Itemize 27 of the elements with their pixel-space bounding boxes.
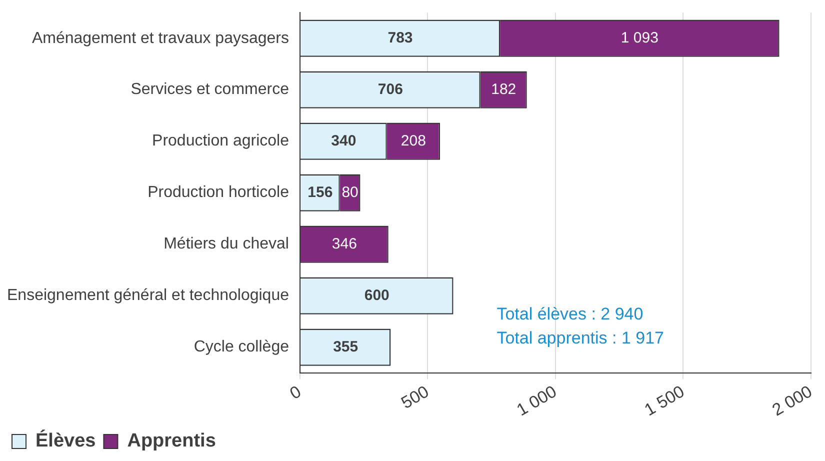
data-label: 600: [364, 286, 390, 304]
data-label: 182: [491, 80, 516, 98]
y-tick-label: Aménagement et travaux paysagers: [32, 30, 289, 47]
data-label: 783: [388, 29, 413, 46]
data-label: 1 093: [620, 29, 658, 46]
y-tick-label: Cycle collège: [194, 338, 290, 356]
data-label: 156: [308, 184, 333, 201]
x-tick-label: 1 500: [641, 382, 688, 420]
x-tick-label: 0: [286, 382, 304, 404]
legend-label: Élèves: [36, 430, 96, 452]
y-tick-label: Métiers du cheval: [164, 236, 289, 253]
data-label: 208: [400, 132, 426, 150]
y-tick-label: Production horticole: [148, 184, 290, 202]
data-label: 706: [378, 80, 403, 98]
data-label: 340: [331, 132, 356, 150]
x-tick-label: 2 000: [768, 382, 816, 420]
y-tick-label: Production agricole: [152, 132, 290, 150]
x-tick-label: 1 000: [513, 382, 560, 420]
y-tick-label: Services et commerce: [130, 81, 290, 98]
y-tick-label: Enseignement général et technologique: [7, 287, 290, 304]
data-label: 355: [333, 338, 358, 356]
data-label: 346: [332, 235, 357, 252]
annotation: Total élèves : 2 940: [496, 304, 644, 324]
annotation: Total apprentis : 1 917: [496, 328, 664, 348]
legend-label: Apprentis: [127, 430, 216, 452]
x-tick-label: 500: [398, 382, 432, 413]
data-label: 80: [342, 184, 358, 201]
